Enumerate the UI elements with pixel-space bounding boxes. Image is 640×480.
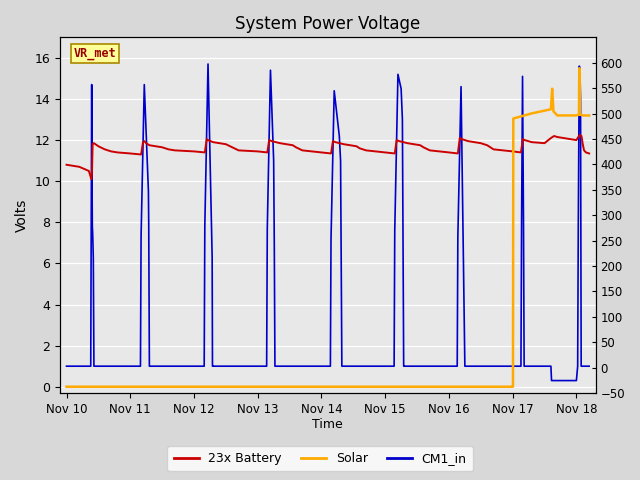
Title: System Power Voltage: System Power Voltage [236, 15, 420, 33]
Text: VR_met: VR_met [74, 47, 116, 60]
Legend: 23x Battery, Solar, CM1_in: 23x Battery, Solar, CM1_in [167, 446, 473, 471]
Y-axis label: Volts: Volts [15, 198, 29, 232]
X-axis label: Time: Time [312, 419, 343, 432]
